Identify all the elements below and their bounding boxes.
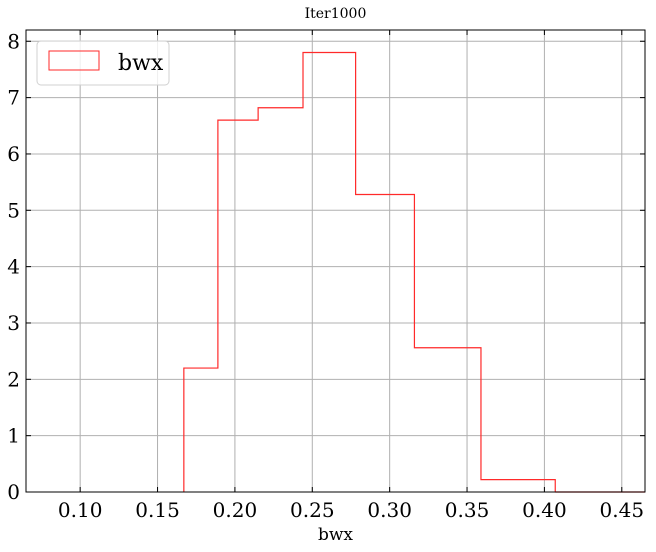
ticks: 0.10 0.15 0.20 0.25 0.30 0.35 0.40 0.45 0 1 2 3 4 5 6 7… xyxy=(7,29,645,522)
y-tick-label: 3 xyxy=(7,311,20,335)
plot-frame xyxy=(25,29,646,493)
x-tick-label: 0.45 xyxy=(600,498,645,522)
y-tick-label: 5 xyxy=(7,198,20,222)
y-tick-label: 2 xyxy=(7,367,20,391)
x-tick-label: 0.35 xyxy=(445,498,490,522)
y-tick-label: 7 xyxy=(7,86,20,110)
series-layer xyxy=(183,51,645,493)
x-tick-label: 0.20 xyxy=(213,498,258,522)
chart-title: Iter1000 xyxy=(305,6,367,22)
legend-box xyxy=(36,40,170,86)
y-tick-label: 4 xyxy=(7,255,20,279)
y-tick-label: 8 xyxy=(7,29,20,53)
y-tick-label: 1 xyxy=(7,424,20,448)
legend-swatch xyxy=(48,50,100,71)
legend-label: bwx xyxy=(118,51,164,76)
legend: bwx xyxy=(36,40,170,86)
x-tick-label: 0.30 xyxy=(367,498,412,522)
y-tick-label: 0 xyxy=(7,480,20,504)
x-tick-label: 0.15 xyxy=(135,498,180,522)
x-tick-label: 0.40 xyxy=(522,498,567,522)
histogram-step-line xyxy=(183,51,556,492)
x-tick-label: 0.25 xyxy=(290,498,335,522)
grid xyxy=(26,30,645,492)
x-axis-label: bwx xyxy=(318,525,353,545)
y-tick-label: 6 xyxy=(7,142,20,166)
x-tick-label: 0.10 xyxy=(58,498,103,522)
